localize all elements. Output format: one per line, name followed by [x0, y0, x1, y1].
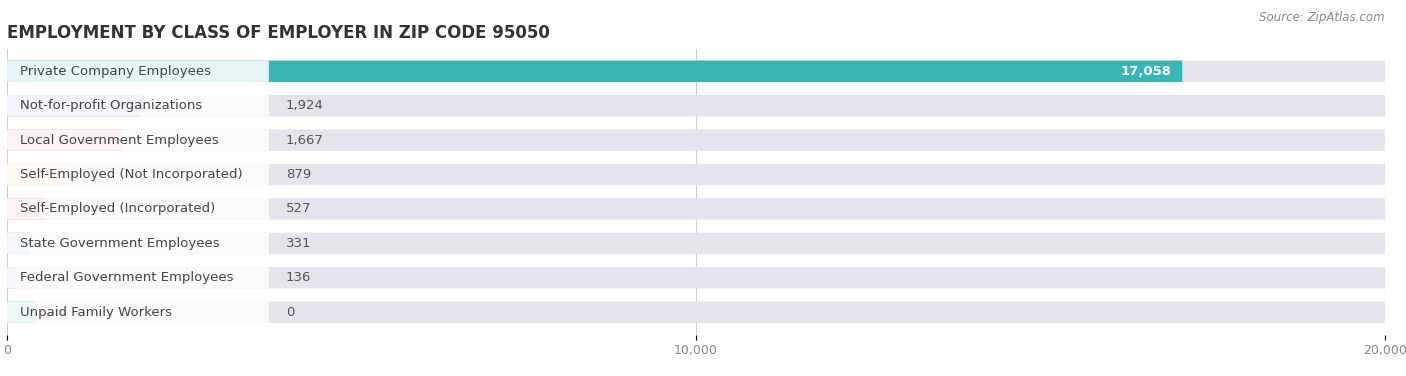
Text: 17,058: 17,058 — [1121, 65, 1171, 78]
Text: Self-Employed (Not Incorporated): Self-Employed (Not Incorporated) — [20, 168, 243, 181]
FancyBboxPatch shape — [7, 302, 269, 323]
FancyBboxPatch shape — [7, 267, 269, 288]
FancyBboxPatch shape — [7, 164, 1385, 185]
FancyBboxPatch shape — [7, 233, 30, 254]
Text: Federal Government Employees: Federal Government Employees — [20, 271, 233, 284]
FancyBboxPatch shape — [7, 233, 269, 254]
FancyBboxPatch shape — [7, 95, 139, 116]
FancyBboxPatch shape — [7, 61, 1385, 82]
FancyBboxPatch shape — [7, 129, 122, 151]
FancyBboxPatch shape — [7, 61, 1182, 82]
FancyBboxPatch shape — [7, 302, 35, 323]
Text: 527: 527 — [285, 202, 312, 215]
Text: 331: 331 — [285, 237, 312, 250]
FancyBboxPatch shape — [7, 267, 1385, 288]
Text: 879: 879 — [285, 168, 311, 181]
Text: 136: 136 — [285, 271, 311, 284]
Text: Unpaid Family Workers: Unpaid Family Workers — [20, 306, 172, 319]
FancyBboxPatch shape — [7, 302, 1385, 323]
FancyBboxPatch shape — [7, 164, 67, 185]
Text: 1,924: 1,924 — [285, 99, 323, 112]
Text: 1,667: 1,667 — [285, 133, 323, 147]
Text: Private Company Employees: Private Company Employees — [20, 65, 211, 78]
FancyBboxPatch shape — [7, 198, 269, 220]
FancyBboxPatch shape — [7, 198, 1385, 220]
Text: State Government Employees: State Government Employees — [20, 237, 219, 250]
FancyBboxPatch shape — [7, 95, 269, 116]
FancyBboxPatch shape — [7, 267, 17, 288]
Text: 0: 0 — [285, 306, 294, 319]
Text: Self-Employed (Incorporated): Self-Employed (Incorporated) — [20, 202, 215, 215]
Text: Source: ZipAtlas.com: Source: ZipAtlas.com — [1260, 11, 1385, 24]
Text: Local Government Employees: Local Government Employees — [20, 133, 219, 147]
FancyBboxPatch shape — [7, 233, 1385, 254]
FancyBboxPatch shape — [7, 129, 269, 151]
FancyBboxPatch shape — [7, 61, 269, 82]
Text: EMPLOYMENT BY CLASS OF EMPLOYER IN ZIP CODE 95050: EMPLOYMENT BY CLASS OF EMPLOYER IN ZIP C… — [7, 24, 550, 42]
FancyBboxPatch shape — [7, 129, 1385, 151]
Text: Not-for-profit Organizations: Not-for-profit Organizations — [20, 99, 202, 112]
FancyBboxPatch shape — [7, 95, 1385, 116]
FancyBboxPatch shape — [7, 164, 269, 185]
FancyBboxPatch shape — [7, 198, 44, 220]
